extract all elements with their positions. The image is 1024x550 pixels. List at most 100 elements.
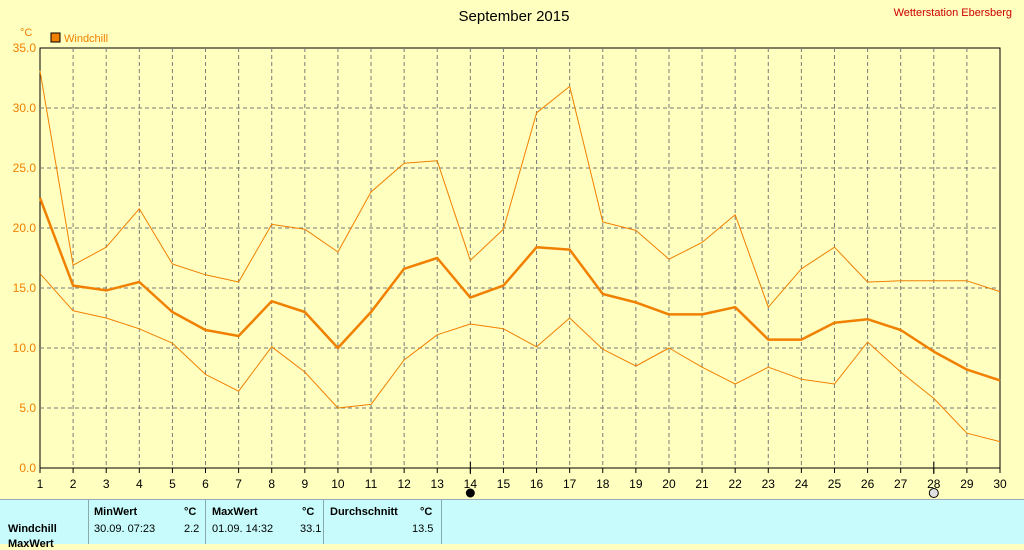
y-tick-label: 5.0 (19, 401, 36, 415)
x-tick-label: 17 (563, 477, 577, 491)
min-time: 30.09. 07:23 (94, 523, 156, 535)
x-tick-label: 12 (397, 477, 411, 491)
data-point-max (370, 191, 372, 193)
stats-label-column (0, 500, 89, 544)
x-tick-label: 10 (331, 477, 345, 491)
max-header: MaxWert (212, 506, 258, 518)
data-point-avg (668, 313, 670, 315)
x-tick-label: 9 (301, 477, 308, 491)
data-point-min (635, 365, 637, 367)
data-point-avg (370, 311, 372, 313)
data-point-avg (337, 347, 339, 349)
data-point-max (72, 264, 74, 266)
x-tick-label: 2 (70, 477, 77, 491)
data-point-min (469, 323, 471, 325)
data-point-max (899, 280, 901, 282)
data-point-min (999, 440, 1001, 442)
x-tick-label: 19 (629, 477, 643, 491)
data-point-min (933, 397, 935, 399)
data-point-min (966, 432, 968, 434)
x-tick-label: 15 (497, 477, 511, 491)
data-point-min (800, 378, 802, 380)
data-point-min (502, 328, 504, 330)
stats-max-column: MaxWert °C 01.09. 14:32 33.1 (206, 500, 324, 544)
x-tick-label: 21 (695, 477, 709, 491)
data-point-max (833, 246, 835, 248)
data-point-max (105, 246, 107, 248)
data-point-avg (105, 289, 107, 291)
min-value: 2.2 (184, 523, 200, 535)
data-point-avg (502, 284, 504, 286)
data-point-min (767, 366, 769, 368)
y-axis-unit: °C (20, 27, 32, 39)
data-point-max (933, 280, 935, 282)
x-tick-label: 29 (960, 477, 974, 491)
x-tick-label: 4 (136, 477, 143, 491)
y-tick-label: 20.0 (13, 221, 37, 235)
y-tick-label: 0.0 (19, 461, 36, 475)
data-point-avg (271, 300, 273, 302)
x-tick-label: 20 (662, 477, 676, 491)
max-unit: °C (302, 506, 315, 518)
data-point-max (535, 112, 537, 114)
data-point-avg (436, 257, 438, 259)
avg-header: Durchschnitt (330, 506, 398, 518)
data-point-max (171, 263, 173, 265)
data-point-max (39, 70, 41, 72)
data-point-max (602, 221, 604, 223)
x-tick-label: 3 (103, 477, 110, 491)
data-point-max (304, 228, 306, 230)
marker-open-circle (928, 488, 939, 498)
max-value: 33.1 (300, 523, 322, 535)
data-point-avg (535, 246, 537, 248)
x-tick-label: 25 (828, 477, 842, 491)
station-name: Wetterstation Ebersberg (894, 7, 1012, 19)
x-tick-label: 27 (894, 477, 908, 491)
x-tick-label: 24 (795, 477, 809, 491)
data-point-min (171, 342, 173, 344)
data-point-max (635, 229, 637, 231)
data-point-min (436, 334, 438, 336)
data-point-avg (933, 350, 935, 352)
data-point-avg (72, 284, 74, 286)
data-point-max (138, 208, 140, 210)
data-point-min (568, 317, 570, 319)
data-point-min (72, 310, 74, 312)
data-point-avg (237, 335, 239, 337)
marker-filled-circle (465, 488, 475, 498)
x-tick-label: 11 (365, 477, 378, 491)
y-tick-label: 30.0 (13, 101, 37, 115)
max-time: 01.09. 14:32 (212, 523, 274, 535)
data-point-max (734, 214, 736, 216)
data-point-max (668, 258, 670, 260)
x-tick-label: 7 (235, 477, 242, 491)
data-point-min (535, 346, 537, 348)
x-tick-label: 23 (762, 477, 776, 491)
data-point-avg (999, 379, 1001, 381)
series-line-avg (38, 197, 1001, 382)
data-point-avg (403, 268, 405, 270)
data-point-max (701, 241, 703, 243)
avg-unit: °C (420, 506, 433, 518)
data-point-avg (602, 293, 604, 295)
data-point-min (866, 341, 868, 343)
data-point-min (701, 366, 703, 368)
data-point-min (237, 390, 239, 392)
x-tick-label: 14 (464, 477, 478, 491)
data-point-max (403, 162, 405, 164)
data-point-avg (204, 329, 206, 331)
y-tick-label: 35.0 (13, 41, 37, 55)
stats-panel: Windchill MaxWert MinWert °C 30.09. 07:2… (0, 499, 1024, 550)
x-tick-label: 8 (268, 477, 275, 491)
x-tick-label: 6 (202, 477, 209, 491)
data-point-min (105, 317, 107, 319)
data-point-max (502, 228, 504, 230)
x-tick-label: 30 (993, 477, 1007, 491)
data-point-avg (171, 311, 173, 313)
data-point-avg (833, 322, 835, 324)
data-point-max (999, 290, 1001, 292)
data-point-min (39, 272, 41, 274)
data-point-min (304, 371, 306, 373)
x-tick-label: 18 (596, 477, 610, 491)
chart-title: September 2015 (459, 8, 570, 25)
